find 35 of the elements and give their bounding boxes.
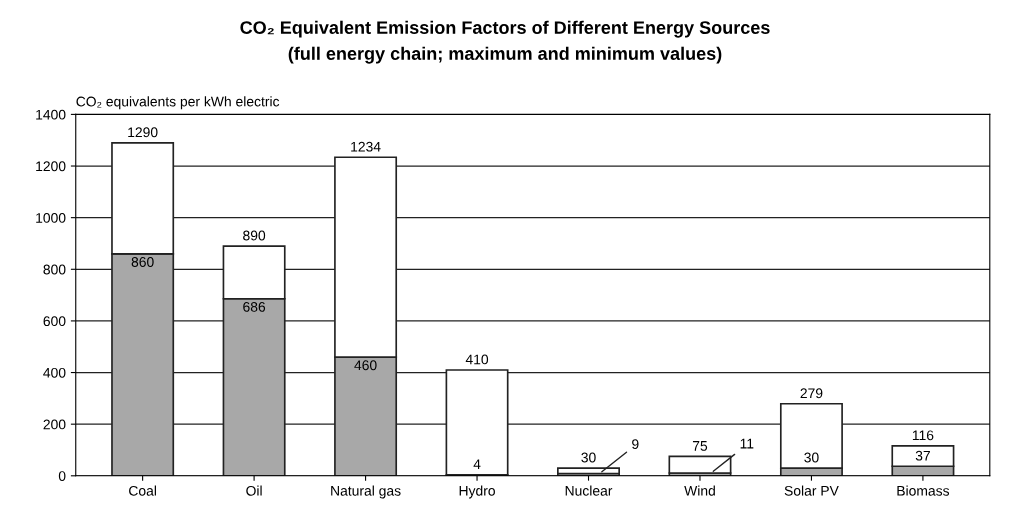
- data-label: 4: [473, 459, 481, 469]
- x-tick-label: Coal: [129, 485, 156, 496]
- data-label: 686: [243, 301, 266, 312]
- x-tick-label: Hydro: [459, 485, 495, 499]
- total-label: 30: [581, 452, 596, 463]
- total-label: 890: [243, 230, 266, 241]
- y-tick-label: 800: [43, 264, 66, 275]
- y-tick-label: 1200: [36, 161, 66, 172]
- y-tick-label: 600: [43, 316, 66, 327]
- x-tick-label: Solar PV: [784, 485, 839, 496]
- x-tick-label: Biomass: [897, 485, 950, 496]
- data-label: 11: [740, 438, 754, 449]
- x-tick-label: Nuclear: [565, 485, 613, 496]
- chart-subtitle: (full energy chain; maximum and minimum values): [288, 46, 722, 64]
- total-label: 1290: [128, 127, 158, 138]
- data-label: 9: [632, 439, 639, 450]
- y-tick-label: 200: [43, 419, 66, 430]
- total-label: 75: [692, 441, 708, 451]
- total-label: 1234: [351, 141, 381, 152]
- x-tick-label: Natural gas: [331, 485, 401, 499]
- chart-title: CO₂ Equivalent Emission Factors of Different Energy Sources: [240, 20, 770, 38]
- y-tick-label: 1000: [36, 212, 66, 223]
- y-tick-label: 1400: [36, 109, 66, 120]
- total-label: 116: [912, 430, 934, 441]
- total-label: 410: [465, 354, 489, 365]
- data-label: 30: [804, 452, 819, 463]
- y-tick-label: 400: [43, 367, 66, 378]
- total-label: 279: [800, 388, 823, 399]
- y-tick-label: 0: [58, 471, 66, 481]
- x-tick-label: Oil: [246, 485, 262, 496]
- data-label: 860: [131, 257, 154, 267]
- y-axis-title: CO₂ equivalents per kWh electric: [76, 96, 280, 110]
- x-tick-label: Wind: [684, 485, 715, 496]
- data-label: 37: [915, 450, 930, 461]
- data-label: 460: [354, 360, 377, 371]
